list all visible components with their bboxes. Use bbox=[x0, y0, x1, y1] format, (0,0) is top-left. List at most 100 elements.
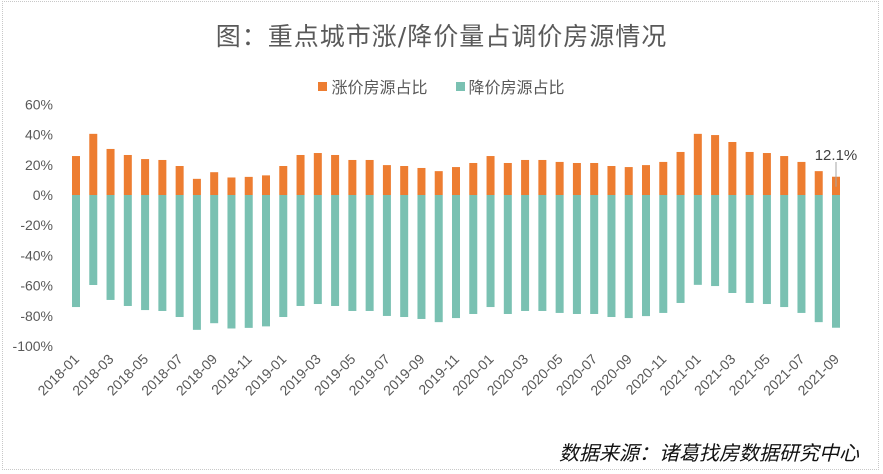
bar-rise bbox=[503, 162, 512, 195]
bar-fall bbox=[106, 195, 115, 300]
y-tick-label: -80% bbox=[20, 308, 53, 324]
bar-fall bbox=[780, 195, 789, 308]
bar-rise bbox=[624, 167, 633, 195]
bar-rise bbox=[659, 161, 668, 195]
legend-label-fall: 降价房源占比 bbox=[468, 78, 565, 97]
bar-rise bbox=[607, 166, 616, 195]
bar-fall bbox=[89, 195, 98, 285]
bar-fall bbox=[348, 195, 357, 311]
y-tick-label: 0% bbox=[33, 187, 53, 203]
bar-rise bbox=[192, 178, 201, 195]
bar-fall bbox=[262, 195, 270, 327]
y-tick-label: -40% bbox=[20, 247, 53, 263]
bar-rise bbox=[331, 154, 340, 195]
bar-fall bbox=[400, 195, 409, 318]
data-label: 12.1% bbox=[815, 147, 858, 164]
bar-fall bbox=[711, 195, 720, 287]
bar-fall bbox=[832, 195, 840, 328]
legend-item-rise: 涨价房源占比 bbox=[318, 74, 428, 98]
bar-fall bbox=[296, 195, 305, 306]
bar-fall bbox=[693, 195, 702, 285]
bar-rise bbox=[434, 171, 443, 195]
bar-fall bbox=[72, 195, 80, 308]
bar-rise bbox=[400, 166, 409, 195]
bar-rise bbox=[555, 161, 564, 195]
bar-rise bbox=[452, 167, 460, 195]
bar-rise bbox=[123, 154, 132, 195]
bar-rise bbox=[72, 156, 80, 195]
bar-rise bbox=[175, 166, 184, 195]
bar-fall bbox=[814, 195, 823, 323]
bar-fall bbox=[175, 195, 184, 318]
bar-fall bbox=[210, 195, 219, 324]
bar-rise bbox=[642, 165, 650, 195]
bar-fall bbox=[745, 195, 754, 303]
bar-rise bbox=[538, 159, 547, 195]
bar-fall bbox=[521, 195, 530, 311]
bar-fall bbox=[452, 195, 460, 319]
bar-rise bbox=[469, 162, 478, 195]
legend-swatch-rise bbox=[318, 81, 328, 91]
bar-fall bbox=[572, 195, 581, 314]
bar-fall bbox=[417, 195, 426, 319]
bar-rise bbox=[417, 167, 426, 195]
y-axis: 60% 40% 20% 0% -20% -40% -60% -80% -100% bbox=[13, 96, 53, 354]
x-axis: 2018-012018-032018-052018-072018-092018-… bbox=[34, 351, 842, 399]
bar-rise bbox=[711, 135, 720, 195]
bar-fall bbox=[313, 195, 322, 305]
y-tick-label: -60% bbox=[20, 278, 53, 294]
bar-fall bbox=[382, 195, 391, 316]
bars bbox=[72, 133, 840, 330]
legend: 涨价房源占比 降价房源占比 bbox=[0, 74, 883, 98]
legend-swatch-fall bbox=[455, 81, 465, 91]
bar-fall bbox=[728, 195, 737, 293]
y-tick-label: -100% bbox=[13, 338, 53, 354]
y-tick-label: 60% bbox=[25, 96, 53, 112]
bar-rise bbox=[244, 176, 253, 195]
bar-rise bbox=[693, 133, 702, 195]
bar-rise bbox=[676, 151, 685, 195]
bar-rise bbox=[106, 148, 115, 195]
bar-fall bbox=[538, 195, 547, 311]
bar-rise bbox=[521, 159, 530, 195]
bar-fall bbox=[244, 195, 253, 328]
bar-fall bbox=[227, 195, 236, 329]
bar-fall bbox=[486, 195, 495, 308]
bar-rise bbox=[382, 165, 391, 195]
bar-fall bbox=[141, 195, 150, 311]
bar-fall bbox=[123, 195, 132, 306]
bar-rise bbox=[296, 154, 305, 195]
bar-rise bbox=[227, 177, 236, 195]
bar-fall bbox=[503, 195, 512, 314]
bar-fall bbox=[762, 195, 771, 305]
y-tick-label: 20% bbox=[25, 157, 53, 173]
bar-rise bbox=[262, 175, 270, 195]
bar-rise bbox=[780, 156, 789, 195]
bar-fall bbox=[607, 195, 616, 318]
annotations: 12.1% bbox=[815, 147, 858, 187]
bar-rise bbox=[762, 153, 771, 195]
bar-rise bbox=[313, 153, 322, 195]
bar-fall bbox=[555, 195, 564, 313]
bar-fall bbox=[642, 195, 650, 317]
bar-rise bbox=[590, 162, 599, 195]
bar-rise bbox=[210, 172, 219, 195]
y-tick-label: 40% bbox=[25, 127, 53, 143]
legend-label-rise: 涨价房源占比 bbox=[331, 78, 428, 97]
chart-title: 图：重点城市涨/降价量占调价房源情况 bbox=[215, 22, 668, 51]
source-note: 数据来源：诸葛找房数据研究中心 bbox=[559, 441, 859, 465]
bar-rise bbox=[141, 159, 150, 195]
bar-fall bbox=[469, 195, 478, 314]
bar-rise bbox=[158, 159, 167, 195]
legend-item-fall: 降价房源占比 bbox=[455, 74, 565, 98]
bar-fall bbox=[331, 195, 340, 306]
bar-fall bbox=[434, 195, 443, 323]
bar-fall bbox=[279, 195, 288, 318]
bar-rise bbox=[348, 159, 357, 195]
bar-rise bbox=[797, 161, 806, 195]
bar-rise bbox=[572, 162, 581, 195]
bar-fall bbox=[158, 195, 167, 311]
bar-fall bbox=[624, 195, 633, 319]
